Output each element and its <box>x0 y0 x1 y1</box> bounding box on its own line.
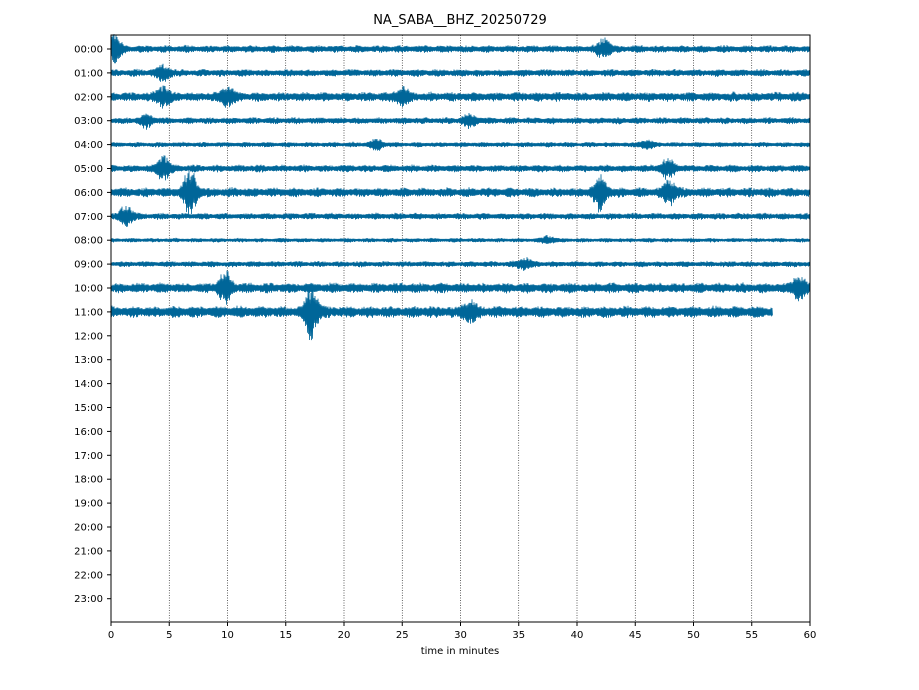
y-tick-label: 11:00 <box>74 307 103 318</box>
y-tick-label: 12:00 <box>74 331 103 342</box>
y-tick-label: 06:00 <box>74 188 103 199</box>
y-tick-label: 17:00 <box>74 451 103 462</box>
y-tick-label: 16:00 <box>74 427 103 438</box>
trace-0600 <box>110 170 811 216</box>
trace-0400 <box>110 138 811 151</box>
y-tick-label: 09:00 <box>74 260 103 271</box>
y-tick-label: 10:00 <box>74 284 103 295</box>
y-tick-label: 14:00 <box>74 379 103 390</box>
y-tick-label: 04:00 <box>74 140 103 151</box>
x-tick-label: 60 <box>804 630 817 641</box>
y-tick-label: 22:00 <box>74 570 103 581</box>
y-tick-label: 21:00 <box>74 546 103 557</box>
grid-lines <box>168 35 753 622</box>
trace-0000 <box>110 34 811 64</box>
chart-title: NA_SABA__BHZ_20250729 <box>373 13 547 28</box>
trace-0100 <box>110 63 811 82</box>
y-tick-label: 05:00 <box>74 164 103 175</box>
x-axis: 0 5 10 15 20 25 30 35 40 45 50 55 60 <box>108 622 817 641</box>
y-tick-label: 08:00 <box>74 236 103 247</box>
y-tick-label: 01:00 <box>74 68 103 79</box>
y-tick-label: 23:00 <box>74 594 103 605</box>
y-tick-label: 18:00 <box>74 475 103 486</box>
x-tick-label: 0 <box>108 630 114 641</box>
x-tick-label: 5 <box>166 630 172 641</box>
y-tick-label: 00:00 <box>74 45 103 56</box>
trace-1000 <box>110 270 811 305</box>
y-tick-label: 13:00 <box>74 355 103 366</box>
y-tick-label: 03:00 <box>74 116 103 127</box>
y-axis: 00:00 01:00 02:00 03:00 04:00 05:00 06:00 07:00… <box>74 45 111 605</box>
x-tick-label: 50 <box>687 630 700 641</box>
x-tick-label: 35 <box>512 630 525 641</box>
x-tick-label: 45 <box>629 630 642 641</box>
traces <box>110 34 811 341</box>
x-tick-label: 30 <box>454 630 467 641</box>
y-tick-label: 02:00 <box>74 92 103 103</box>
x-tick-label: 20 <box>338 630 351 641</box>
y-tick-label: 19:00 <box>74 499 103 510</box>
x-tick-label: 10 <box>221 630 234 641</box>
trace-0800 <box>110 234 811 244</box>
trace-0900 <box>110 257 811 271</box>
x-tick-label: 15 <box>279 630 292 641</box>
trace-0500 <box>110 155 811 181</box>
x-axis-label: time in minutes <box>421 646 500 657</box>
y-tick-label: 15:00 <box>74 403 103 414</box>
trace-0300 <box>110 112 811 130</box>
x-tick-label: 25 <box>396 630 409 641</box>
y-tick-label: 07:00 <box>74 212 103 223</box>
trace-0700 <box>110 205 811 227</box>
x-tick-label: 40 <box>571 630 584 641</box>
trace-0200 <box>110 85 811 109</box>
y-tick-label: 20:00 <box>74 523 103 534</box>
trace-1100 <box>110 287 773 341</box>
x-tick-label: 55 <box>745 630 758 641</box>
